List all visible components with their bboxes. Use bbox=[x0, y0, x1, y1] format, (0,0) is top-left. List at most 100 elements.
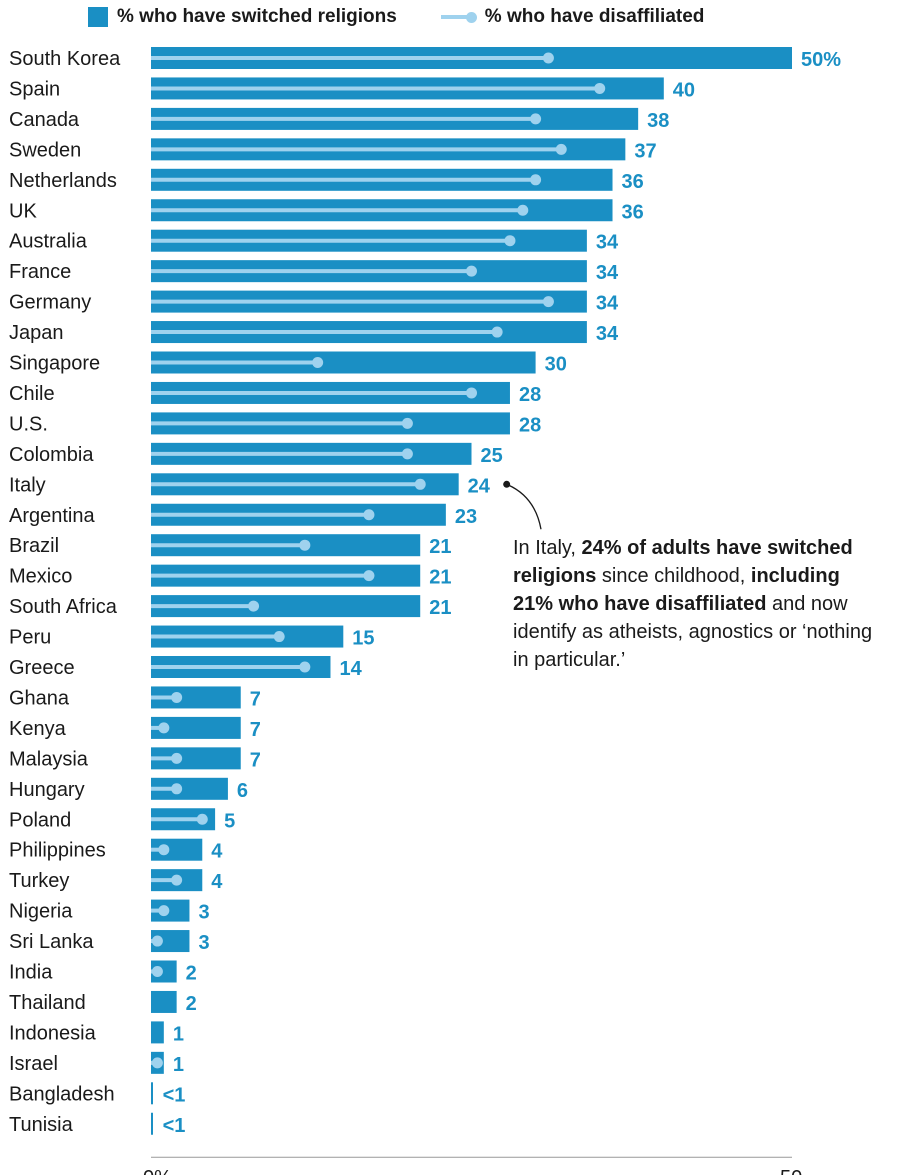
category-label: Sri Lanka bbox=[9, 931, 94, 953]
annotation-text-1: In Italy, bbox=[513, 537, 582, 559]
category-label: Netherlands bbox=[9, 170, 117, 192]
dot-disaffiliated bbox=[151, 966, 163, 977]
dot-disaffiliated bbox=[401, 448, 413, 460]
x-tick-label: 0% bbox=[143, 1167, 172, 1175]
dot-disaffiliated bbox=[171, 691, 183, 703]
bar-row: UK 36 bbox=[9, 199, 644, 223]
dot-disaffiliated bbox=[151, 935, 163, 947]
value-label: 6 bbox=[237, 780, 248, 802]
dot-disaffiliated bbox=[594, 82, 606, 94]
value-label: 34 bbox=[596, 262, 619, 284]
bar-switched bbox=[151, 1021, 164, 1044]
value-label: 21 bbox=[429, 567, 451, 589]
value-label: 7 bbox=[250, 719, 261, 741]
category-label: Sweden bbox=[9, 139, 81, 161]
dot-disaffiliated bbox=[542, 52, 554, 64]
category-label: Poland bbox=[9, 809, 71, 831]
bar-row: Israel 1 bbox=[9, 1051, 184, 1076]
category-label: Israel bbox=[9, 1053, 58, 1075]
bar-row: Netherlands 36 bbox=[9, 168, 644, 193]
value-label: 30 bbox=[545, 354, 567, 376]
bar-switched bbox=[151, 990, 177, 1013]
dot-disaffiliated bbox=[196, 813, 208, 825]
bar-switched bbox=[151, 747, 241, 770]
value-label: 21 bbox=[429, 597, 451, 619]
category-label: Spain bbox=[9, 78, 60, 100]
bar-row: Sweden 37 bbox=[9, 138, 657, 162]
bar-switched bbox=[151, 930, 190, 953]
bar-row: Argentina 23 bbox=[9, 503, 477, 528]
dot-disaffiliated bbox=[171, 752, 183, 764]
legend-item-switched: % who have switched religions bbox=[88, 6, 397, 28]
bar-row: Bangladesh <1 bbox=[9, 1082, 185, 1106]
dot-disaffiliated bbox=[466, 387, 477, 399]
category-label: Italy bbox=[9, 474, 46, 496]
legend: % who have switched religions % who have… bbox=[88, 6, 748, 28]
dot-disaffiliated bbox=[414, 478, 426, 490]
value-label: 23 bbox=[455, 506, 477, 528]
category-label: Greece bbox=[9, 657, 75, 679]
annotation-bold-2: including 21% who have disaffiliated bbox=[513, 565, 840, 615]
category-label: Thailand bbox=[9, 992, 86, 1014]
bar-row: Tunisia <1 bbox=[9, 1112, 186, 1137]
bar-row: Greece 14 bbox=[9, 656, 363, 680]
dot-disaffiliated bbox=[299, 661, 311, 673]
category-label: Peru bbox=[9, 627, 51, 649]
dot-disaffiliated bbox=[248, 600, 260, 612]
category-label: France bbox=[9, 261, 71, 283]
category-label: Japan bbox=[9, 322, 64, 344]
category-label: Singapore bbox=[9, 353, 100, 375]
dot-disaffiliated bbox=[158, 844, 170, 856]
category-label: Turkey bbox=[9, 870, 69, 892]
category-label: Philippines bbox=[9, 840, 106, 862]
category-label: Colombia bbox=[9, 444, 94, 466]
dot-disaffiliated bbox=[312, 357, 324, 368]
category-label: Australia bbox=[9, 231, 88, 253]
value-label: 3 bbox=[198, 902, 209, 924]
dot-disaffiliated bbox=[504, 235, 516, 247]
category-label: U.S. bbox=[9, 413, 48, 435]
bar-row: Nigeria 3 bbox=[9, 899, 210, 924]
value-label: 4 bbox=[211, 841, 223, 863]
category-label: Ghana bbox=[9, 687, 70, 709]
bar-row: Kenya 7 bbox=[9, 716, 261, 741]
value-label: 40 bbox=[673, 79, 695, 101]
bar-row: Poland 5 bbox=[9, 808, 235, 832]
dot-disaffiliated bbox=[555, 143, 567, 155]
value-label: 1 bbox=[173, 1023, 184, 1045]
category-label: Bangladesh bbox=[9, 1083, 115, 1105]
value-label: 15 bbox=[352, 628, 374, 650]
value-label: 3 bbox=[198, 932, 209, 954]
bar-switched bbox=[151, 595, 421, 618]
value-label: 36 bbox=[622, 171, 644, 193]
category-label: Tunisia bbox=[9, 1114, 74, 1136]
bar-row: Colombia 25 bbox=[9, 442, 503, 467]
category-label: Canada bbox=[9, 109, 80, 131]
bar-row: Spain 40 bbox=[9, 77, 695, 101]
value-label: 25 bbox=[481, 445, 503, 467]
annotation-bold-1: 24% of adults have switched religions bbox=[513, 537, 853, 587]
value-label: 14 bbox=[339, 658, 362, 680]
bar-row: Canada 38 bbox=[9, 107, 669, 132]
value-label: <1 bbox=[163, 1115, 186, 1137]
dot-disaffiliated bbox=[542, 296, 554, 308]
bar-row: U.S. 28 bbox=[9, 412, 541, 436]
dot-disaffiliated bbox=[273, 631, 285, 643]
bar-row: Japan 34 bbox=[9, 321, 619, 345]
bar-row: Malaysia 7 bbox=[9, 747, 261, 771]
bar-row: Australia 34 bbox=[9, 229, 619, 254]
bar-row: Turkey 4 bbox=[9, 869, 223, 893]
x-tick-label: 50 bbox=[780, 1167, 802, 1175]
annotation-text-2: since childhood, bbox=[596, 565, 751, 587]
annotation-text-3: and now identify as atheists, agnostics … bbox=[513, 593, 873, 671]
bar-switched bbox=[151, 1112, 153, 1135]
value-label: 28 bbox=[519, 414, 541, 436]
dot-disaffiliated bbox=[171, 874, 183, 886]
legend-swatch-bar-icon bbox=[88, 7, 108, 27]
bar-switched bbox=[151, 716, 241, 739]
bar-row: Mexico 21 bbox=[9, 564, 451, 589]
bar-switched bbox=[151, 899, 190, 922]
bar-row: South Korea 50% bbox=[9, 47, 841, 71]
bar-row: Italy 24 bbox=[9, 473, 491, 497]
category-label: Hungary bbox=[9, 779, 85, 801]
